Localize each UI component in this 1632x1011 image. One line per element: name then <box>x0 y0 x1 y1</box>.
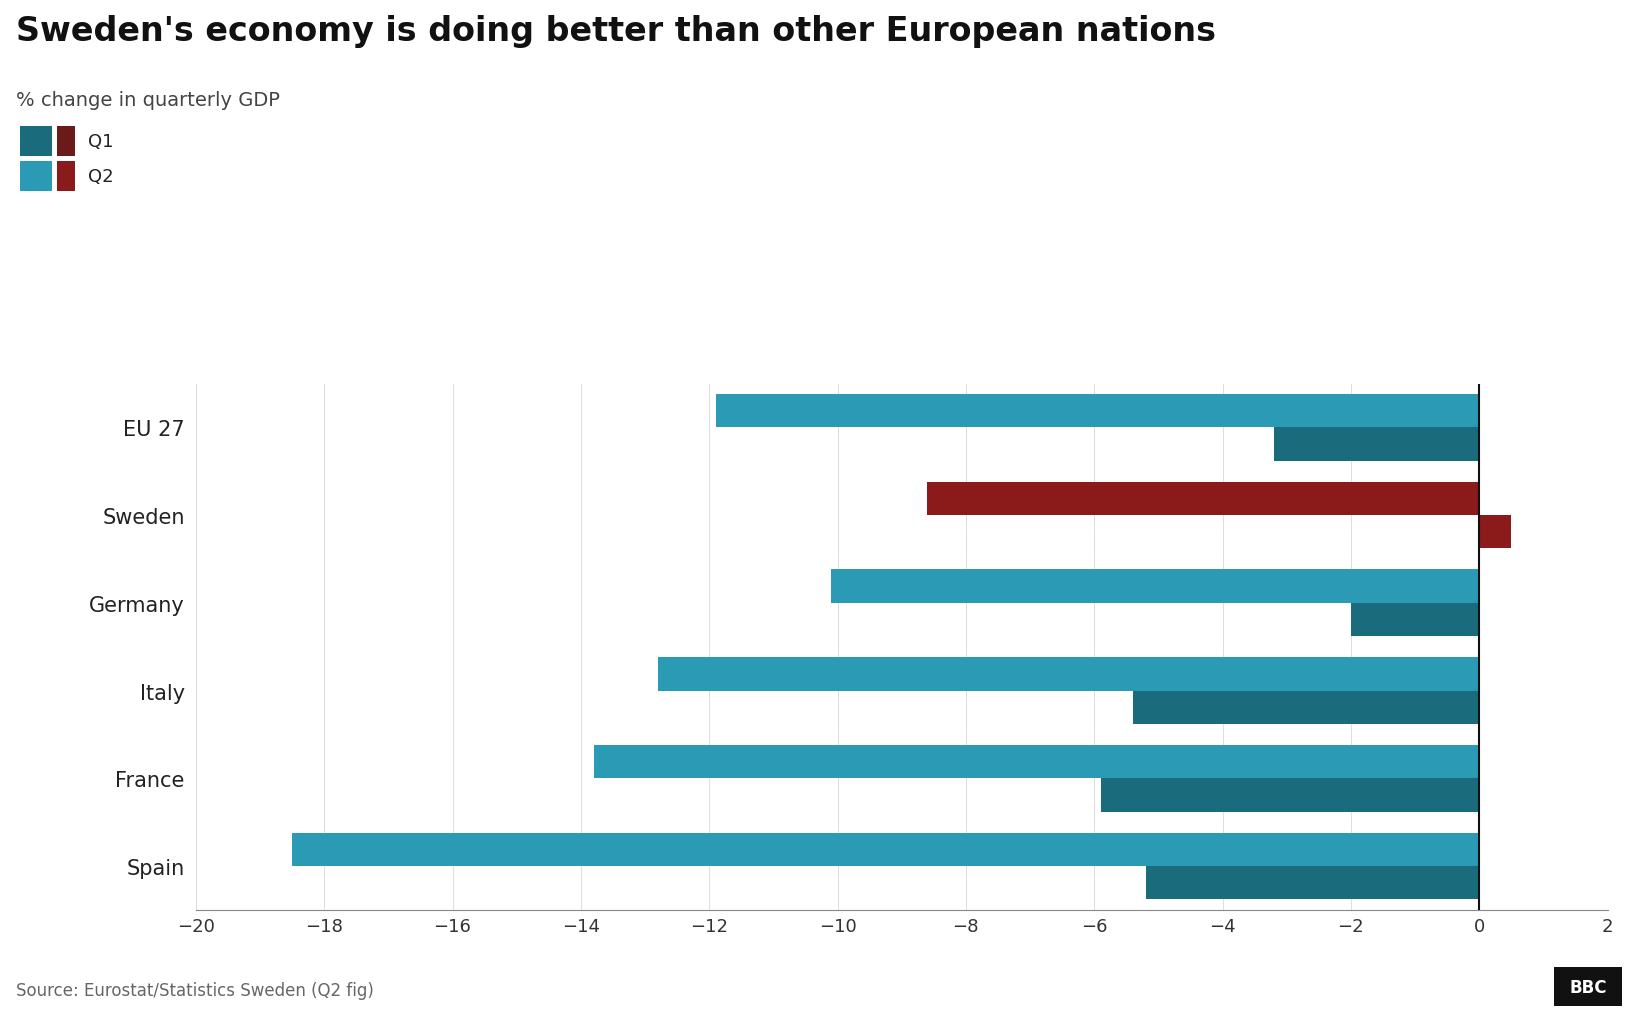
Bar <box>715 394 1479 428</box>
Bar <box>831 570 1479 604</box>
Bar <box>1100 778 1479 812</box>
Text: BBC: BBC <box>1570 978 1606 996</box>
Bar <box>594 745 1479 778</box>
Bar <box>927 482 1479 516</box>
Bar <box>1351 604 1479 637</box>
Bar <box>292 833 1479 866</box>
Bar <box>1146 866 1479 900</box>
Text: % change in quarterly GDP: % change in quarterly GDP <box>16 91 281 110</box>
Text: Sweden's economy is doing better than other European nations: Sweden's economy is doing better than ot… <box>16 15 1216 49</box>
Text: Source: Eurostat/Statistics Sweden (Q2 fig): Source: Eurostat/Statistics Sweden (Q2 f… <box>16 981 374 999</box>
Bar <box>1479 516 1511 549</box>
Bar <box>658 657 1479 691</box>
Bar <box>1275 428 1479 461</box>
Text: Q2: Q2 <box>88 168 114 186</box>
Text: Q1: Q1 <box>88 132 114 151</box>
Bar <box>1133 691 1479 724</box>
